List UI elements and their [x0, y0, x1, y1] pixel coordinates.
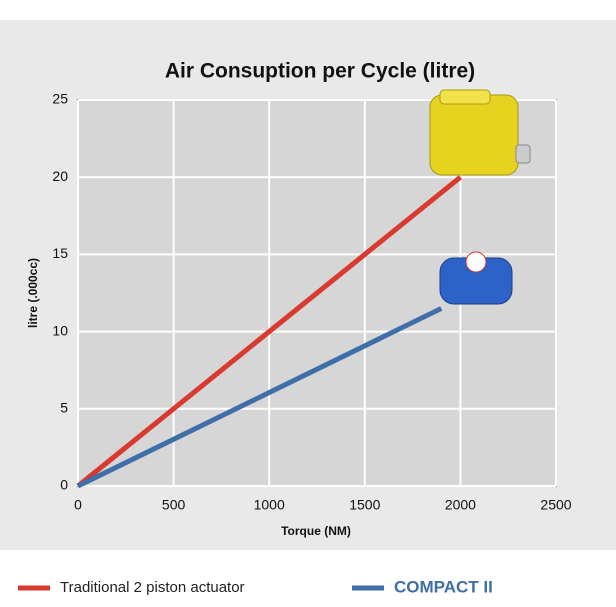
- y-tick-label: 0: [60, 477, 68, 493]
- blue-actuator-icon: [440, 252, 512, 304]
- y-tick-label: 25: [52, 91, 68, 107]
- x-tick-label: 1000: [254, 497, 285, 513]
- x-tick-label: 0: [74, 497, 82, 513]
- y-tick-label: 20: [52, 168, 68, 184]
- x-tick-label: 2500: [540, 497, 571, 513]
- chart: 0 5 10 15 20 25 0 500 1000 1500 2000 2500 Air Consu…: [0, 0, 616, 602]
- chart-title: Air Consuption per Cycle (litre): [165, 60, 475, 83]
- y-tick-label: 15: [52, 245, 68, 261]
- legend-label: Traditional 2 piston actuator: [60, 579, 245, 596]
- y-tick-label: 10: [52, 322, 68, 338]
- legend-label: COMPACT II: [394, 577, 493, 596]
- y-axis-label: litre (.000cc): [26, 258, 40, 328]
- page: 0 5 10 15 20 25 0 500 1000 1500 2000 2500 Air Consu…: [0, 0, 616, 602]
- x-axis-label: Torque (NM): [281, 524, 351, 538]
- x-tick-label: 2000: [445, 497, 476, 513]
- x-tick-label: 1500: [349, 497, 380, 513]
- x-tick-label: 500: [162, 497, 186, 513]
- legend: Traditional 2 piston actuator COMPACT II: [18, 577, 493, 596]
- yellow-actuator-icon: [430, 90, 530, 175]
- y-tick-label: 5: [60, 400, 68, 416]
